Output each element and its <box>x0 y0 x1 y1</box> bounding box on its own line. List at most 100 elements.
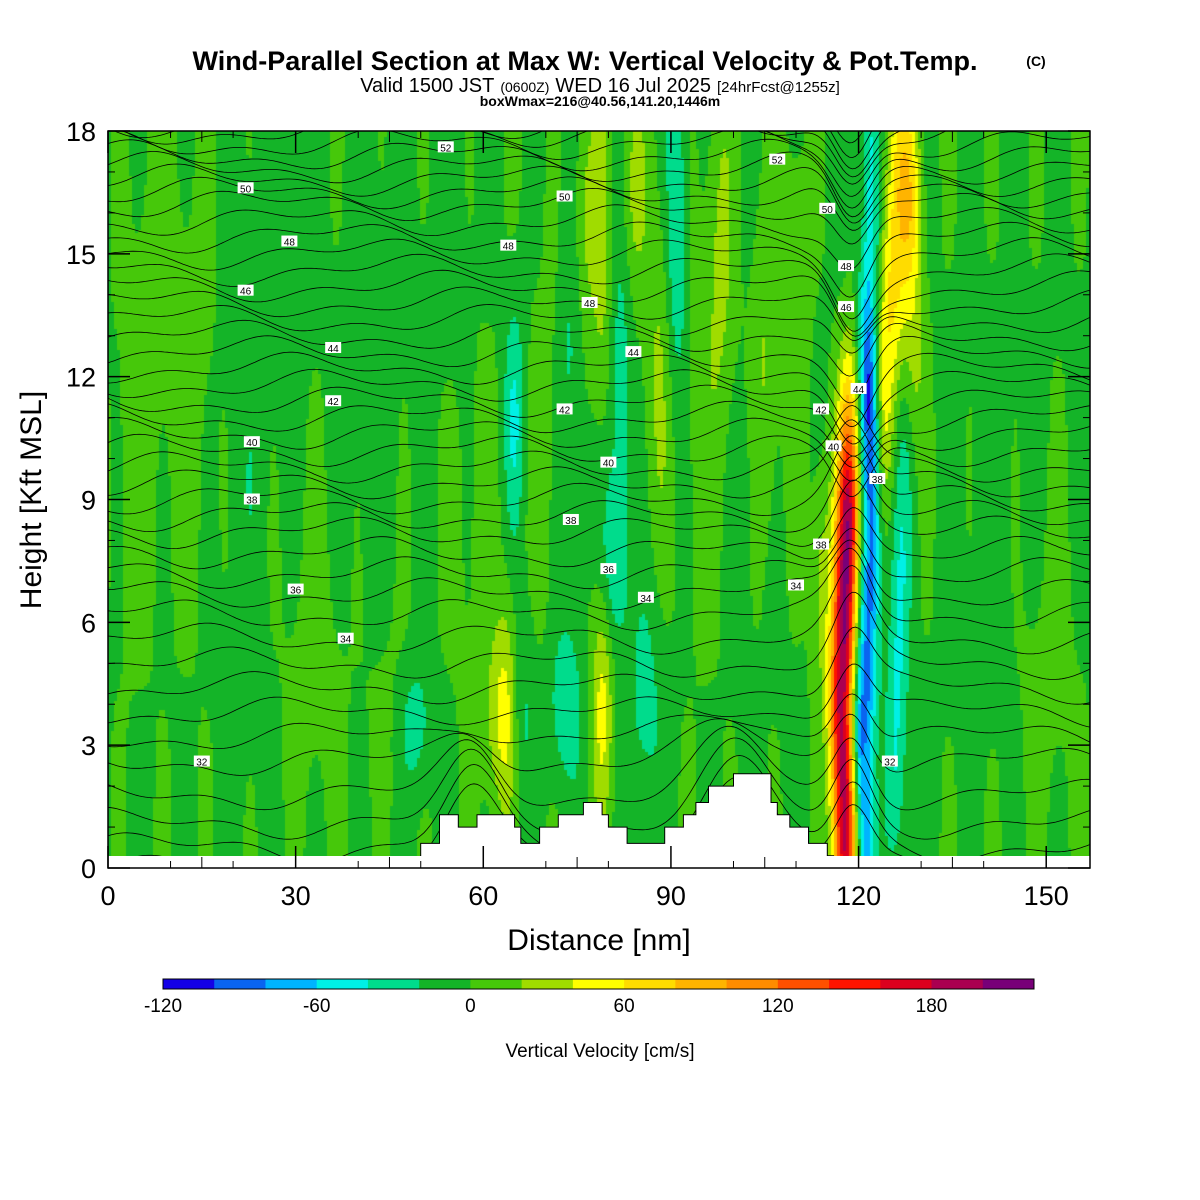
contour-label: 48 <box>281 235 298 249</box>
theta-contour-line <box>108 433 1090 498</box>
theta-contour-line <box>108 253 1090 332</box>
y-tick-label: 3 <box>81 731 96 761</box>
contour-label: 40 <box>600 456 617 470</box>
theta-contour-line <box>108 663 1090 728</box>
y-tick-label: 15 <box>66 240 96 270</box>
x-axis-label: Distance [nm] <box>507 924 690 957</box>
contour-label: 48 <box>581 296 598 310</box>
theta-contour-line <box>108 400 1090 468</box>
contour-label-text: 34 <box>790 581 802 592</box>
valid-date: WED 16 Jul 2025 <box>555 75 711 97</box>
theta-contour-line <box>108 221 1090 298</box>
contour-label: 38 <box>243 493 260 507</box>
x-tick-label: 60 <box>468 881 498 911</box>
theta-contour-line <box>108 547 1090 631</box>
valid-utc: (0600Z) <box>500 79 549 95</box>
contour-label: 38 <box>562 513 579 527</box>
contour-label: 42 <box>325 395 342 408</box>
colorbar-tick-label: 60 <box>614 996 635 1017</box>
theta-contour-line <box>108 405 1090 484</box>
contour-label: 32 <box>193 755 210 769</box>
colorbar-swatch <box>163 979 215 989</box>
contour-label: 52 <box>769 153 786 167</box>
contour-label-text: 42 <box>815 405 827 416</box>
theta-contour-line <box>108 565 1090 655</box>
contour-label: 38 <box>813 538 830 552</box>
theta-contour-line <box>108 419 1090 500</box>
contour-label-text: 40 <box>603 459 615 470</box>
colorbar-tick-label: 120 <box>762 996 794 1017</box>
contour-label: 40 <box>243 436 260 449</box>
contour-label-text: 42 <box>328 397 340 408</box>
colorbar-label: Vertical Velocity [cm/s] <box>505 1041 694 1062</box>
contour-label: 48 <box>838 260 855 273</box>
theta-contour-line <box>108 163 1090 224</box>
theta-contour-line <box>108 725 1090 811</box>
contour-label-text: 34 <box>340 635 352 646</box>
contour-label: 46 <box>838 301 855 314</box>
theta-contour-line <box>108 626 1090 705</box>
colorbar-tick-label: 180 <box>916 996 948 1017</box>
contour-label: 36 <box>600 563 617 576</box>
y-tick-label: 18 <box>66 117 96 147</box>
contour-label: 50 <box>819 202 836 216</box>
theta-contour-line <box>108 286 1090 341</box>
x-tick-label: 30 <box>281 881 311 911</box>
contour-label: 50 <box>237 182 254 195</box>
colorbar-swatch <box>419 979 471 989</box>
contour-label: 34 <box>637 591 654 605</box>
contour-label-text: 32 <box>196 758 208 769</box>
contour-label-text: 48 <box>284 238 296 249</box>
contour-labels: 32 36 34 38 40 42 44 46 48 50 52 48 50 48 44 42 40 38 36 34… <box>193 141 898 769</box>
vertical-velocity-field <box>108 131 1090 856</box>
contour-label-text: 36 <box>290 586 302 597</box>
contour-label-text: 38 <box>246 496 258 507</box>
contour-label: 36 <box>287 583 304 597</box>
contour-label: 48 <box>500 239 517 253</box>
colorbar-swatch <box>265 979 318 989</box>
colorbar-swatch <box>367 979 420 989</box>
below-ground-strip <box>108 856 1090 868</box>
colorbar-swatch <box>777 979 830 989</box>
colorbar-swatch <box>726 979 779 989</box>
potential-temperature-contours <box>108 131 1090 856</box>
contour-label-text: 52 <box>772 156 784 167</box>
colorbar-swatch <box>214 979 266 989</box>
contour-label-text: 42 <box>559 405 571 416</box>
contour-label-text: 36 <box>603 565 615 576</box>
chart-title: Wind-Parallel Section at Max W: Vertical… <box>193 46 978 76</box>
theta-contour-line <box>108 507 1090 570</box>
colorbar-swatch <box>931 979 984 989</box>
theta-contour-line <box>108 455 1090 533</box>
contour-label: 50 <box>556 190 573 204</box>
colorbar-swatch <box>572 979 625 989</box>
contour-label: 44 <box>850 382 867 396</box>
colorbar-tick-label: -120 <box>144 996 182 1017</box>
colorbar-tick-label: -60 <box>303 996 330 1017</box>
contour-label: 32 <box>881 755 898 769</box>
contour-label-text: 34 <box>640 594 652 605</box>
y-tick-label: 0 <box>81 854 96 884</box>
contour-label-text: 48 <box>584 299 596 310</box>
contour-label-text: 40 <box>246 438 258 449</box>
plot-area: 3236343840424446485052485048444240383634… <box>66 117 1091 911</box>
colorbar-swatch <box>982 979 1035 989</box>
contour-label-text: 40 <box>828 442 840 453</box>
theta-contour-line <box>108 539 1090 611</box>
contour-label: 44 <box>625 346 642 359</box>
contour-label: 42 <box>813 403 830 416</box>
contour-label-text: 38 <box>565 516 577 527</box>
theta-contour-line <box>108 304 1090 354</box>
contour-label-text: 46 <box>240 287 252 298</box>
contour-label: 38 <box>869 473 886 486</box>
contour-label-text: 50 <box>822 205 834 216</box>
theta-contour-line <box>108 335 1090 404</box>
contour-label: 44 <box>325 342 342 355</box>
contour-label-text: 44 <box>628 348 640 359</box>
colorbar-swatch <box>521 979 574 989</box>
y-tick-label: 6 <box>81 608 96 638</box>
theta-contour-line <box>108 591 1090 680</box>
x-tick-label: 90 <box>656 881 686 911</box>
